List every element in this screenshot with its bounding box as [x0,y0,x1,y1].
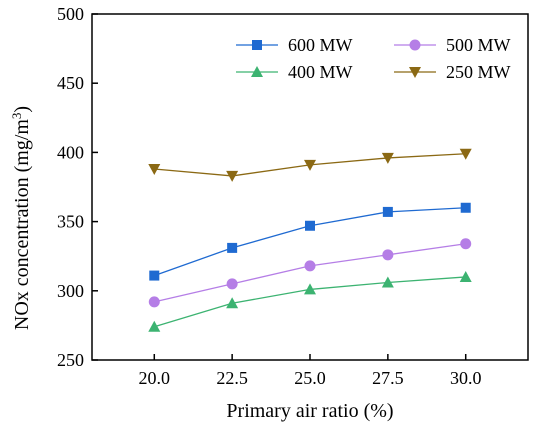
data-point-400-mw [459,270,472,282]
legend-item-250-mw: 250 MW [394,62,511,82]
legend-label: 600 MW [288,35,353,55]
data-point-250-mw [304,159,316,171]
y-tick-label: 300 [57,281,84,301]
series-250-mw [148,148,472,182]
y-axis-title-close: ) [11,106,33,113]
legend-label: 500 MW [446,35,511,55]
data-point-400-mw [304,283,316,295]
y-tick-label: 450 [57,73,84,93]
y-axis-title-main: NOx concentration (mg/m [11,119,33,330]
series-layer [148,148,472,332]
ticks-layer: 250 300 350 400 450 500 20.0 22.5 25.0 27.5 30.0 [57,4,481,388]
data-point-500-mw [226,278,238,290]
data-point-500-mw [304,260,316,272]
y-axis-title-superscript: 3 [9,113,24,120]
x-axis-title: Primary air ratio (%) [226,400,393,422]
data-point-600-mw [382,206,393,217]
legend-item-500-mw: 500 MW [394,35,511,55]
data-point-400-mw [226,297,239,309]
data-point-600-mw [305,220,315,231]
data-point-500-mw [148,296,160,308]
data-point-250-mw [226,170,239,182]
x-tick-label: 20.0 [139,368,171,388]
series-600-mw [149,202,471,281]
legend-marker [409,39,421,51]
data-point-250-mw [148,164,161,176]
data-point-500-mw [382,249,394,261]
data-point-400-mw [381,276,394,288]
data-point-600-mw [149,270,160,281]
legend-marker [409,67,421,78]
y-tick-label: 400 [57,142,84,162]
data-point-250-mw [459,148,472,160]
legend-marker [251,66,263,77]
x-tick-label: 22.5 [216,368,248,388]
data-point-600-mw [460,202,471,213]
legend-marker [252,40,262,50]
x-tick-label: 27.5 [372,368,404,388]
x-tick-label: 30.0 [450,368,482,388]
y-tick-label: 350 [57,212,84,232]
legend-label: 250 MW [446,62,511,82]
legend-item-400-mw: 400 MW [236,62,353,82]
series-500-mw [148,238,472,308]
data-point-600-mw [227,242,238,253]
series-400-mw [148,270,472,332]
y-tick-label: 250 [57,350,84,370]
data-point-500-mw [460,238,472,250]
x-tick-label: 25.0 [294,368,326,388]
legend: 600 MW 500 MW 400 MW 250 MW [236,35,511,82]
y-tick-label: 500 [57,4,84,24]
legend-label: 400 MW [288,62,353,82]
data-point-250-mw [381,152,394,164]
y-axis-title: NOx concentration (mg/m3) [9,106,34,330]
legend-item-600-mw: 600 MW [236,35,353,55]
data-point-400-mw [148,320,161,332]
